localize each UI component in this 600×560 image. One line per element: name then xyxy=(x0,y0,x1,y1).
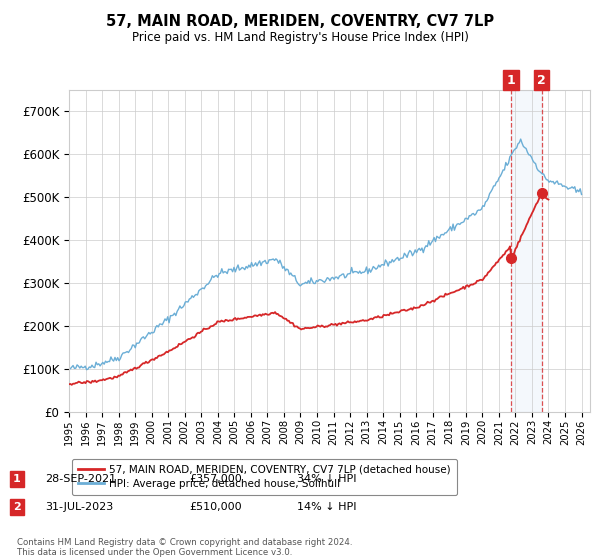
Text: 34% ↓ HPI: 34% ↓ HPI xyxy=(297,474,356,484)
Text: 28-SEP-2021: 28-SEP-2021 xyxy=(45,474,116,484)
Text: Contains HM Land Registry data © Crown copyright and database right 2024.
This d: Contains HM Land Registry data © Crown c… xyxy=(17,538,352,557)
Text: 57, MAIN ROAD, MERIDEN, COVENTRY, CV7 7LP: 57, MAIN ROAD, MERIDEN, COVENTRY, CV7 7L… xyxy=(106,14,494,29)
Text: Price paid vs. HM Land Registry's House Price Index (HPI): Price paid vs. HM Land Registry's House … xyxy=(131,31,469,44)
Text: 14% ↓ HPI: 14% ↓ HPI xyxy=(297,502,356,512)
Text: 31-JUL-2023: 31-JUL-2023 xyxy=(45,502,113,512)
Text: 1: 1 xyxy=(13,474,20,484)
Text: £357,000: £357,000 xyxy=(189,474,242,484)
Text: £510,000: £510,000 xyxy=(189,502,242,512)
Legend: 57, MAIN ROAD, MERIDEN, COVENTRY, CV7 7LP (detached house), HPI: Average price, : 57, MAIN ROAD, MERIDEN, COVENTRY, CV7 7L… xyxy=(71,459,457,496)
Text: 1: 1 xyxy=(507,74,515,87)
Bar xyxy=(511,90,542,412)
Text: 2: 2 xyxy=(13,502,20,512)
Text: 2: 2 xyxy=(537,74,546,87)
